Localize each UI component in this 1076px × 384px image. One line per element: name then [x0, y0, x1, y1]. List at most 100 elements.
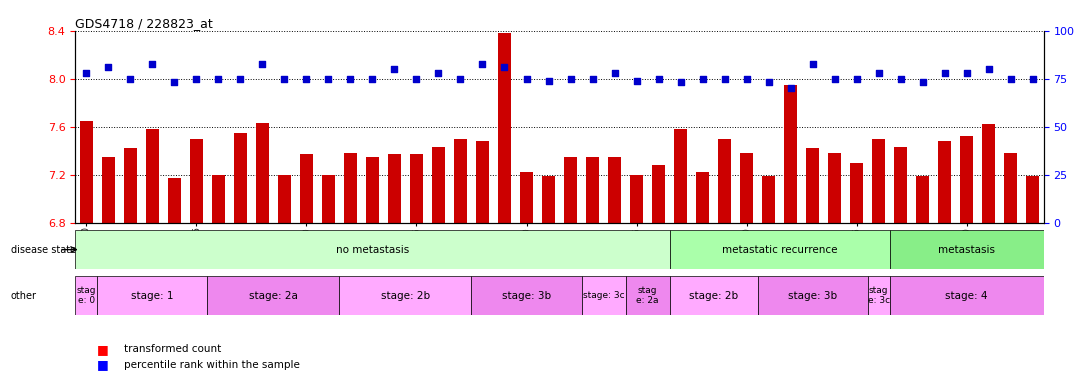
Point	[671, 79, 690, 85]
Point	[870, 70, 888, 76]
Text: stage: 2b: stage: 2b	[381, 291, 430, 301]
Point	[187, 76, 204, 82]
Point	[1024, 76, 1042, 82]
Point	[452, 76, 469, 82]
Bar	[784, 85, 797, 384]
Bar	[102, 157, 115, 384]
Bar	[476, 141, 490, 384]
Bar	[872, 139, 886, 384]
Point	[77, 70, 95, 76]
FancyBboxPatch shape	[625, 276, 669, 315]
Bar	[344, 153, 357, 384]
Point	[540, 78, 557, 84]
Bar	[124, 148, 137, 384]
Text: stage: 4: stage: 4	[946, 291, 988, 301]
Point	[694, 76, 711, 82]
FancyBboxPatch shape	[339, 276, 471, 315]
Point	[275, 76, 293, 82]
Bar	[431, 147, 445, 384]
Text: stage: 2a: stage: 2a	[249, 291, 298, 301]
Point	[826, 76, 844, 82]
Point	[738, 76, 755, 82]
Point	[429, 70, 448, 76]
Text: metastatic recurrence: metastatic recurrence	[722, 245, 837, 255]
Bar	[256, 123, 269, 384]
Bar	[1004, 153, 1017, 384]
FancyBboxPatch shape	[75, 276, 97, 315]
Bar	[608, 157, 621, 384]
FancyBboxPatch shape	[471, 276, 581, 315]
Bar	[806, 148, 819, 384]
Text: disease state: disease state	[11, 245, 76, 255]
FancyBboxPatch shape	[890, 276, 1044, 315]
Point	[958, 70, 975, 76]
FancyBboxPatch shape	[669, 230, 890, 269]
Point	[320, 76, 337, 82]
Text: stage: 3c: stage: 3c	[583, 291, 624, 300]
Text: percentile rank within the sample: percentile rank within the sample	[124, 360, 299, 370]
Point	[716, 76, 733, 82]
Bar	[80, 121, 93, 384]
Point	[760, 79, 777, 85]
Point	[892, 76, 909, 82]
Bar	[762, 176, 775, 384]
Text: stage: 2b: stage: 2b	[689, 291, 738, 301]
Bar	[740, 153, 753, 384]
Point	[496, 64, 513, 70]
Bar	[718, 139, 732, 384]
Bar	[1027, 176, 1039, 384]
FancyBboxPatch shape	[75, 230, 669, 269]
Bar	[322, 175, 335, 384]
Text: no metastasis: no metastasis	[336, 245, 409, 255]
FancyBboxPatch shape	[758, 276, 867, 315]
Bar	[168, 178, 181, 384]
Point	[936, 70, 953, 76]
FancyBboxPatch shape	[97, 276, 208, 315]
Point	[408, 76, 425, 82]
Text: stage: 1: stage: 1	[131, 291, 173, 301]
Point	[650, 76, 667, 82]
Point	[914, 79, 931, 85]
Point	[364, 76, 381, 82]
Point	[782, 85, 799, 91]
Point	[848, 76, 865, 82]
Point	[231, 76, 249, 82]
Point	[144, 61, 161, 68]
Bar	[366, 157, 379, 384]
Bar	[189, 139, 203, 384]
Bar	[564, 157, 577, 384]
Bar	[233, 133, 247, 384]
Bar	[652, 165, 665, 384]
Point	[980, 66, 997, 72]
Text: stage: 3b: stage: 3b	[501, 291, 551, 301]
Point	[298, 76, 315, 82]
Bar	[300, 154, 313, 384]
Bar	[916, 176, 930, 384]
Text: metastasis: metastasis	[938, 245, 995, 255]
Bar	[696, 172, 709, 384]
Point	[628, 78, 646, 84]
Bar	[542, 176, 555, 384]
FancyBboxPatch shape	[890, 230, 1044, 269]
Bar	[212, 175, 225, 384]
Bar	[938, 141, 951, 384]
Text: other: other	[11, 291, 37, 301]
FancyBboxPatch shape	[208, 276, 339, 315]
Text: GDS4718 / 228823_at: GDS4718 / 228823_at	[75, 17, 213, 30]
Text: ■: ■	[97, 358, 109, 371]
Text: stag
e: 2a: stag e: 2a	[636, 286, 659, 305]
FancyBboxPatch shape	[669, 276, 758, 315]
Point	[100, 64, 117, 70]
Point	[584, 76, 601, 82]
Text: transformed count: transformed count	[124, 344, 221, 354]
Bar	[387, 154, 401, 384]
Bar	[629, 175, 643, 384]
Point	[562, 76, 579, 82]
Bar	[674, 129, 688, 384]
Bar	[586, 157, 599, 384]
Bar	[278, 175, 291, 384]
Point	[166, 79, 183, 85]
Point	[518, 76, 535, 82]
Bar	[829, 153, 841, 384]
Text: stage: 3b: stage: 3b	[788, 291, 837, 301]
